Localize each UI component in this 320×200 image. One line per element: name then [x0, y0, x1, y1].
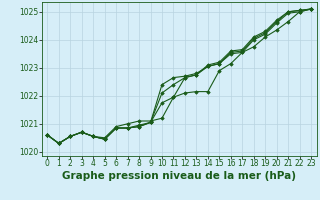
X-axis label: Graphe pression niveau de la mer (hPa): Graphe pression niveau de la mer (hPa)	[62, 171, 296, 181]
